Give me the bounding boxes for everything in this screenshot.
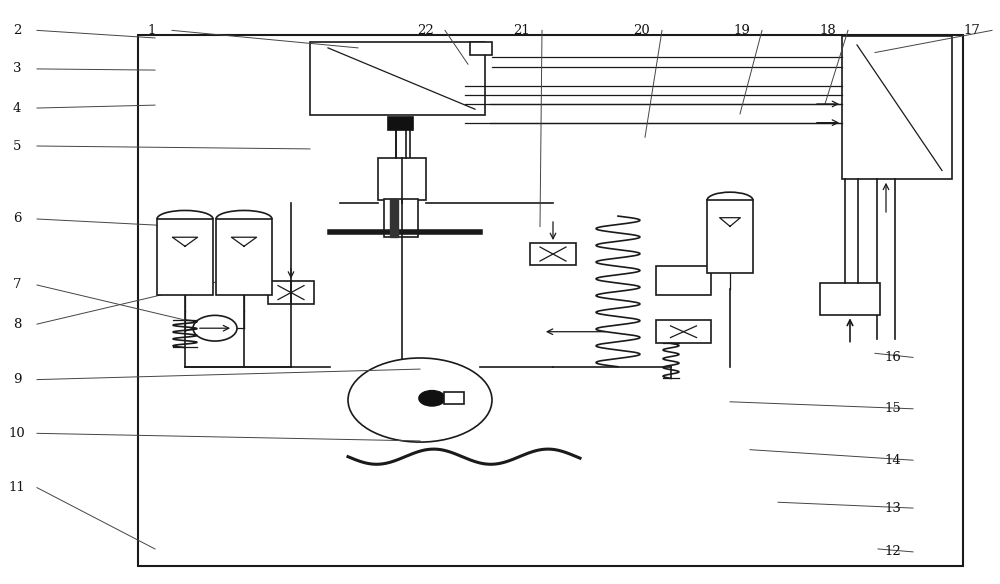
Text: 6: 6 (13, 213, 21, 225)
Bar (268, 281, 314, 304)
Bar (388, 117, 413, 130)
Polygon shape (390, 199, 398, 237)
Text: 3: 3 (13, 62, 21, 75)
Circle shape (193, 315, 237, 341)
Bar (384, 199, 418, 237)
Text: 22: 22 (417, 24, 433, 37)
Circle shape (419, 391, 445, 406)
Bar (842, 36, 952, 179)
Text: 16: 16 (885, 351, 901, 364)
Text: 4: 4 (13, 102, 21, 114)
Bar (656, 320, 711, 343)
Text: 5: 5 (13, 140, 21, 152)
Bar (378, 158, 426, 200)
Bar (444, 392, 464, 404)
Text: 20: 20 (634, 24, 650, 37)
Text: 2: 2 (13, 24, 21, 37)
Text: 8: 8 (13, 318, 21, 331)
Circle shape (348, 358, 492, 442)
Text: 15: 15 (885, 402, 901, 415)
Text: 14: 14 (885, 454, 901, 467)
Bar (656, 266, 711, 295)
Text: 13: 13 (885, 502, 901, 515)
Bar (157, 219, 213, 295)
Text: 21: 21 (514, 24, 530, 37)
Bar (820, 283, 880, 315)
Text: 17: 17 (964, 24, 980, 37)
Bar (707, 200, 753, 273)
Text: 1: 1 (148, 24, 156, 37)
Bar (216, 219, 272, 295)
Bar (310, 42, 485, 115)
Text: 9: 9 (13, 373, 21, 386)
Text: 18: 18 (820, 24, 836, 37)
Bar (470, 42, 492, 55)
Text: 7: 7 (13, 279, 21, 291)
Text: 19: 19 (734, 24, 750, 37)
Text: 12: 12 (885, 545, 901, 558)
Bar (138, 35, 963, 566)
Text: 10: 10 (9, 427, 25, 440)
Text: 11: 11 (9, 481, 25, 494)
Bar (530, 243, 576, 265)
